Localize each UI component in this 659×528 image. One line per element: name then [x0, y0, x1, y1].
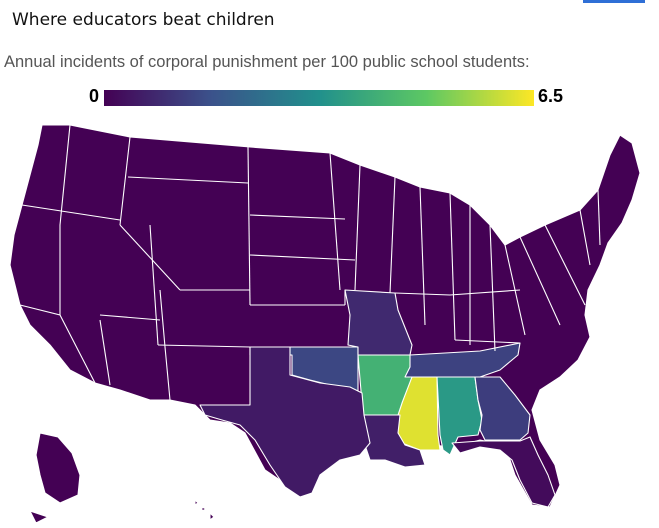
state-border-line — [119, 224, 181, 291]
state-border-line — [159, 289, 166, 348]
state-border-line — [21, 204, 121, 221]
state-missouri — [344, 289, 413, 356]
state-border-line — [544, 224, 586, 306]
state-border-line — [449, 289, 521, 296]
state-border-line — [59, 124, 71, 226]
state-border-line — [489, 224, 496, 352]
state-border-line — [127, 176, 249, 184]
state-border-line — [597, 189, 601, 246]
state-border-line — [579, 209, 591, 266]
state-louisiana — [361, 414, 426, 468]
state-border-line — [249, 214, 346, 220]
state-border-line — [99, 314, 161, 321]
state-alaska — [29, 432, 81, 524]
state-border-line — [354, 164, 361, 291]
state-hawaii — [194, 499, 215, 521]
state-texas — [199, 346, 371, 498]
state-border-line — [394, 292, 451, 296]
state-border-line — [389, 176, 396, 294]
state-border-line — [419, 186, 426, 326]
legend-max-label: 6.5 — [538, 86, 564, 106]
map-subtitle: Annual incidents of corporal punishment … — [4, 53, 530, 71]
state-border-line — [454, 339, 521, 344]
map-title: Where educators beat children — [12, 10, 275, 30]
state-border-line — [247, 146, 251, 306]
top-accent-bar — [583, 0, 645, 3]
state-border-line — [519, 236, 561, 326]
state-border-line — [449, 192, 456, 341]
state-florida — [451, 436, 556, 508]
state-georgia — [474, 376, 531, 441]
state-border-line — [119, 136, 131, 226]
state-border-line — [99, 319, 111, 386]
legend-min-label: 0 — [89, 86, 100, 106]
us-choropleth-map — [9, 124, 641, 524]
state-tennessee — [404, 342, 521, 378]
state-border-line — [157, 344, 251, 348]
legend-color-scale — [104, 90, 534, 106]
state-border-line — [164, 346, 171, 401]
state-border-line — [149, 224, 159, 346]
state-border-line — [329, 152, 341, 291]
